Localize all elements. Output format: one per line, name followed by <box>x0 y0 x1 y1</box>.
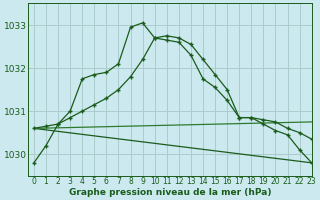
X-axis label: Graphe pression niveau de la mer (hPa): Graphe pression niveau de la mer (hPa) <box>68 188 271 197</box>
